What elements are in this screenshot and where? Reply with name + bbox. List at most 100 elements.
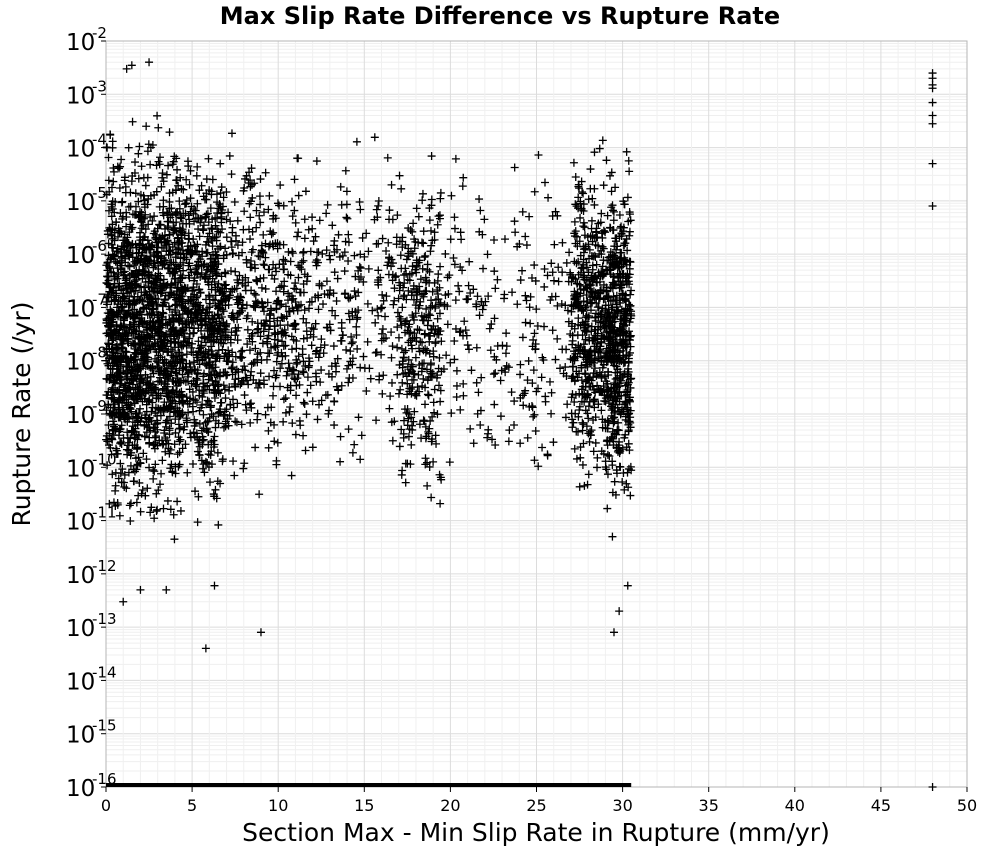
data-point (287, 345, 296, 354)
data-point (222, 215, 231, 224)
y-axis-label: Rupture Rate (/yr) (7, 302, 36, 527)
data-point (169, 353, 178, 362)
data-point (154, 123, 163, 132)
y-tick-exponent: -5 (92, 184, 107, 202)
data-point (153, 111, 162, 120)
y-tick-label: 10 (66, 243, 95, 269)
data-point (123, 337, 132, 346)
data-point (152, 248, 161, 257)
data-point (584, 414, 593, 423)
data-point (511, 228, 520, 237)
data-point (116, 312, 125, 321)
data-point (108, 137, 117, 146)
data-point (135, 142, 144, 151)
data-point (122, 237, 131, 246)
data-point (146, 213, 155, 222)
data-point (384, 238, 393, 247)
data-point (141, 361, 150, 370)
data-point (219, 193, 228, 202)
data-point (137, 251, 146, 260)
data-point (122, 247, 131, 256)
data-point (148, 366, 157, 375)
data-point (153, 301, 162, 310)
data-point (157, 243, 166, 252)
data-point (177, 314, 186, 323)
data-point (176, 211, 185, 220)
data-point (457, 235, 466, 244)
data-point (597, 209, 606, 218)
data-point (565, 248, 574, 257)
data-point (928, 159, 937, 168)
data-point (166, 445, 175, 454)
data-point (153, 325, 162, 334)
data-point (184, 408, 193, 417)
data-point (166, 258, 175, 267)
data-point (350, 251, 359, 260)
data-point (127, 225, 136, 234)
data-point (113, 264, 122, 273)
data-point (233, 399, 242, 408)
data-point (463, 341, 472, 350)
data-point (275, 283, 284, 292)
data-point (120, 483, 129, 492)
data-point (423, 260, 432, 269)
data-point (139, 221, 148, 230)
data-point (521, 318, 530, 327)
data-point (227, 170, 236, 179)
data-point (143, 332, 152, 341)
data-point (150, 311, 159, 320)
data-point (162, 358, 171, 367)
data-point (197, 403, 206, 412)
data-point (150, 514, 159, 523)
data-point (103, 300, 112, 309)
data-point (166, 505, 175, 514)
data-point (350, 287, 359, 296)
data-point (356, 455, 365, 464)
data-point (125, 262, 134, 271)
data-point (116, 360, 125, 369)
data-point (256, 175, 265, 184)
data-point (143, 357, 152, 366)
y-tick-exponent: -2 (92, 24, 107, 42)
data-point (231, 267, 240, 276)
data-point (622, 479, 631, 488)
data-point (281, 394, 290, 403)
data-point (107, 183, 116, 192)
data-point (138, 485, 147, 494)
data-point (120, 254, 129, 263)
data-point (516, 276, 525, 285)
data-point (220, 385, 229, 394)
data-point (174, 433, 183, 442)
data-point (154, 486, 163, 495)
y-tick-label: 10 (66, 669, 95, 695)
data-point (122, 274, 131, 283)
data-point (112, 364, 121, 373)
data-point (127, 177, 136, 186)
data-point (160, 298, 169, 307)
data-point (159, 177, 168, 186)
data-point (398, 378, 407, 387)
data-point (162, 439, 171, 448)
data-point (371, 318, 380, 327)
data-point (436, 194, 445, 203)
data-point (352, 322, 361, 331)
data-point (298, 344, 307, 353)
data-point (519, 401, 528, 410)
data-point (496, 376, 505, 385)
data-point (455, 287, 464, 296)
x-tick-label: 45 (871, 796, 891, 815)
data-point (423, 390, 432, 399)
data-point (146, 143, 155, 152)
data-point (107, 230, 116, 239)
data-point (171, 399, 180, 408)
data-point (201, 644, 210, 653)
data-point (172, 210, 181, 219)
data-point (256, 369, 265, 378)
data-point (516, 439, 525, 448)
data-point (175, 204, 184, 213)
data-point (501, 349, 510, 358)
data-point (120, 267, 129, 276)
data-point (163, 338, 172, 347)
data-point (490, 236, 499, 245)
data-point (240, 207, 249, 216)
